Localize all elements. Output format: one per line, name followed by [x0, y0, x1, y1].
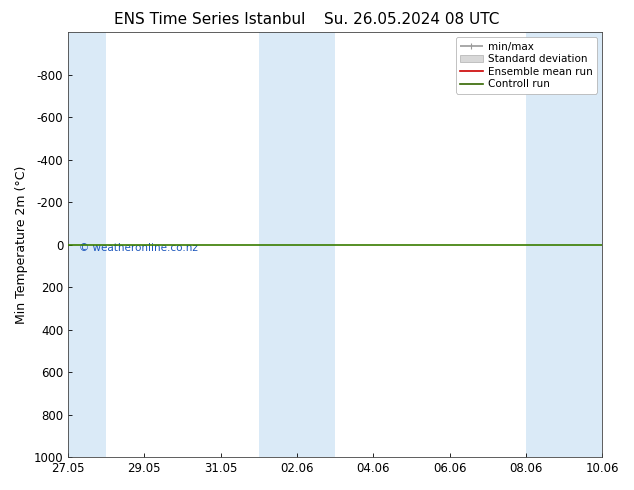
Text: Su. 26.05.2024 08 UTC: Su. 26.05.2024 08 UTC: [325, 12, 500, 27]
Bar: [68, 32, 107, 457]
Legend: min/max, Standard deviation, Ensemble mean run, Controll run: min/max, Standard deviation, Ensemble me…: [456, 37, 597, 94]
Bar: [526, 32, 602, 457]
Bar: [259, 32, 335, 457]
Text: ENS Time Series Istanbul: ENS Time Series Istanbul: [113, 12, 305, 27]
Text: © weatheronline.co.nz: © weatheronline.co.nz: [79, 243, 198, 252]
Y-axis label: Min Temperature 2m (°C): Min Temperature 2m (°C): [15, 166, 28, 324]
